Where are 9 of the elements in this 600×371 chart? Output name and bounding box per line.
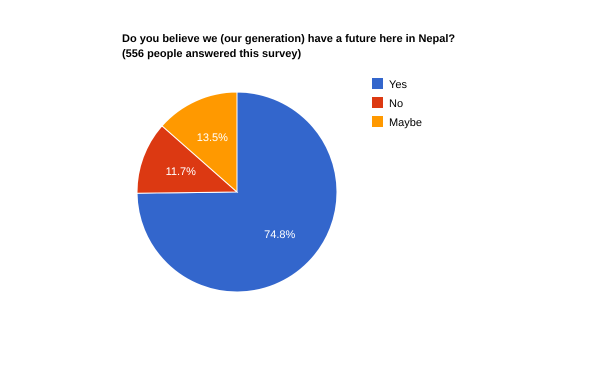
legend-label: Yes [389, 79, 408, 91]
legend-label: No [389, 98, 404, 110]
data-label: 13.5% [196, 132, 228, 144]
data-label: 11.7% [166, 166, 196, 178]
pie-slice [136, 92, 338, 292]
chart-subtitle: (556 people answered this survey) [122, 48, 302, 60]
legend-label: Maybe [389, 117, 422, 129]
data-label: 74.8% [264, 229, 296, 242]
chart-title: Do you believe we (our generation) have a future here in Nepal? [122, 33, 456, 45]
